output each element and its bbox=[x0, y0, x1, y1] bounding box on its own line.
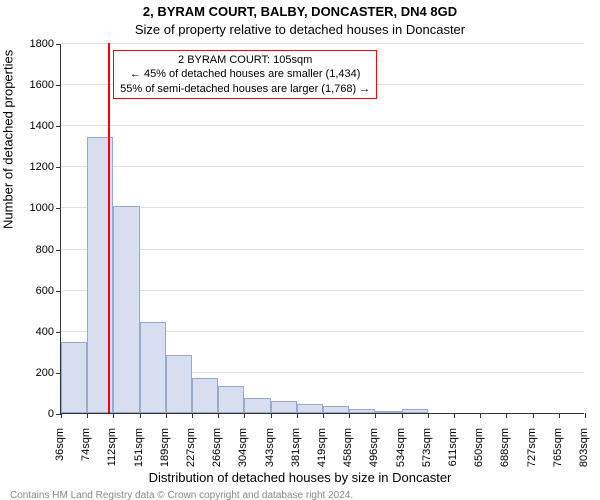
x-tick-label: 227sqm bbox=[185, 428, 197, 478]
x-tick bbox=[323, 413, 324, 418]
y-tick-label: 1200 bbox=[14, 161, 54, 173]
chart-title: 2, BYRAM COURT, BALBY, DONCASTER, DN4 8G… bbox=[0, 4, 600, 19]
x-tick-label: 803sqm bbox=[578, 428, 590, 478]
x-tick bbox=[402, 413, 403, 418]
histogram-bar bbox=[402, 409, 428, 413]
x-tick-label: 112sqm bbox=[106, 428, 118, 478]
plot-area bbox=[60, 44, 584, 414]
x-tick-label: 458sqm bbox=[342, 428, 354, 478]
x-tick-label: 189sqm bbox=[159, 428, 171, 478]
y-tick bbox=[56, 126, 61, 127]
x-tick bbox=[166, 413, 167, 418]
histogram-bar bbox=[323, 406, 349, 413]
histogram-bar bbox=[61, 342, 87, 413]
annotation-line: ← 45% of detached houses are smaller (1,… bbox=[120, 67, 370, 81]
annotation-line: 55% of semi-detached houses are larger (… bbox=[120, 82, 370, 96]
x-tick-label: 419sqm bbox=[316, 428, 328, 478]
x-tick bbox=[297, 413, 298, 418]
gridline bbox=[61, 125, 584, 126]
x-tick-label: 304sqm bbox=[237, 428, 249, 478]
histogram-bar bbox=[349, 409, 375, 413]
histogram-bar bbox=[192, 378, 218, 413]
histogram-bar bbox=[218, 386, 244, 413]
x-tick-label: 765sqm bbox=[552, 428, 564, 478]
x-tick bbox=[375, 413, 376, 418]
y-tick-label: 800 bbox=[14, 244, 54, 256]
x-tick bbox=[87, 413, 88, 418]
x-tick bbox=[244, 413, 245, 418]
y-tick-label: 200 bbox=[14, 367, 54, 379]
x-tick-label: 611sqm bbox=[447, 428, 459, 478]
x-tick bbox=[454, 413, 455, 418]
x-tick bbox=[506, 413, 507, 418]
histogram-bar bbox=[166, 355, 192, 413]
x-tick-label: 573sqm bbox=[421, 428, 433, 478]
y-tick-label: 1000 bbox=[14, 202, 54, 214]
x-tick bbox=[218, 413, 219, 418]
x-tick bbox=[61, 413, 62, 418]
x-tick-label: 266sqm bbox=[211, 428, 223, 478]
y-tick-label: 1800 bbox=[14, 38, 54, 50]
histogram-bar bbox=[297, 404, 323, 413]
x-tick-label: 343sqm bbox=[264, 428, 276, 478]
histogram-bar bbox=[113, 206, 139, 413]
histogram-bar bbox=[140, 322, 166, 413]
chart-container: 2, BYRAM COURT, BALBY, DONCASTER, DN4 8G… bbox=[0, 0, 600, 500]
chart-subtitle: Size of property relative to detached ho… bbox=[0, 22, 600, 37]
marker-line bbox=[108, 43, 110, 413]
annotation-box: 2 BYRAM COURT: 105sqm← 45% of detached h… bbox=[113, 50, 377, 99]
x-tick-label: 496sqm bbox=[368, 428, 380, 478]
annotation-line: 2 BYRAM COURT: 105sqm bbox=[120, 53, 370, 67]
histogram-bar bbox=[375, 411, 401, 413]
x-tick bbox=[271, 413, 272, 418]
x-tick bbox=[585, 413, 586, 418]
y-tick-label: 600 bbox=[14, 285, 54, 297]
histogram-bar bbox=[244, 398, 270, 413]
y-tick-label: 400 bbox=[14, 326, 54, 338]
y-tick bbox=[56, 250, 61, 251]
x-tick-label: 36sqm bbox=[54, 428, 66, 478]
x-tick-label: 381sqm bbox=[290, 428, 302, 478]
footer-line-1: Contains HM Land Registry data © Crown c… bbox=[10, 490, 353, 500]
x-tick bbox=[192, 413, 193, 418]
x-tick-label: 74sqm bbox=[80, 428, 92, 478]
histogram-bar bbox=[271, 401, 297, 413]
x-tick bbox=[140, 413, 141, 418]
y-tick-label: 1400 bbox=[14, 120, 54, 132]
x-tick-label: 534sqm bbox=[395, 428, 407, 478]
y-tick bbox=[56, 44, 61, 45]
y-tick-label: 1600 bbox=[14, 79, 54, 91]
y-tick bbox=[56, 85, 61, 86]
x-tick bbox=[559, 413, 560, 418]
x-tick bbox=[480, 413, 481, 418]
x-tick bbox=[428, 413, 429, 418]
x-tick bbox=[113, 413, 114, 418]
y-tick bbox=[56, 332, 61, 333]
y-tick-label: 0 bbox=[14, 408, 54, 420]
x-tick-label: 151sqm bbox=[133, 428, 145, 478]
gridline bbox=[61, 43, 584, 44]
y-tick bbox=[56, 167, 61, 168]
x-tick-label: 688sqm bbox=[499, 428, 511, 478]
y-tick bbox=[56, 291, 61, 292]
x-tick-label: 650sqm bbox=[473, 428, 485, 478]
gridline bbox=[61, 166, 584, 167]
x-tick-label: 727sqm bbox=[526, 428, 538, 478]
x-tick bbox=[349, 413, 350, 418]
x-tick bbox=[533, 413, 534, 418]
y-tick bbox=[56, 208, 61, 209]
